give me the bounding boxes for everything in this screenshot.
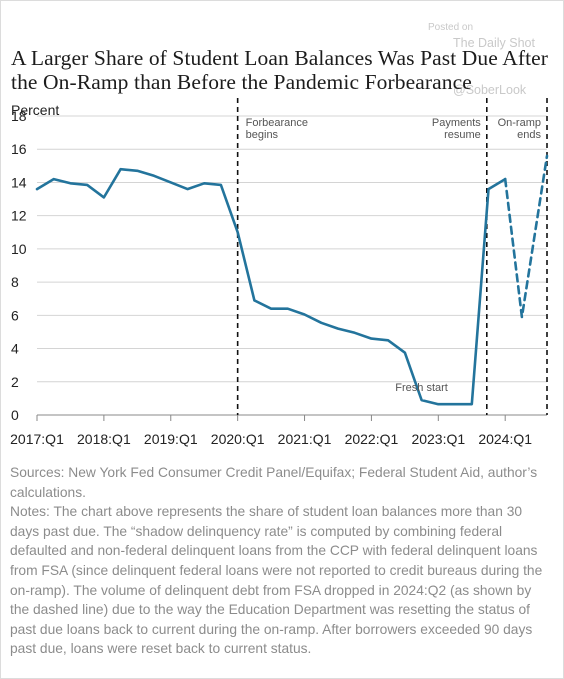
event-label: ends xyxy=(517,129,541,141)
y-tick-label: 6 xyxy=(11,307,19,323)
notes-text: Notes: The chart above represents the sh… xyxy=(10,504,543,657)
y-tick-label: 0 xyxy=(11,407,19,423)
y-tick-label: 18 xyxy=(11,108,27,124)
event-label: begins xyxy=(246,129,279,141)
event-label: Payments xyxy=(432,117,481,129)
event-label: On-ramp xyxy=(498,117,541,129)
x-tick-label: 2022:Q1 xyxy=(345,431,399,447)
x-tick-label: 2017:Q1 xyxy=(10,431,64,447)
series-line xyxy=(35,167,507,406)
y-tick-label: 12 xyxy=(11,208,27,224)
chart-title: A Larger Share of Student Loan Balances … xyxy=(11,46,549,94)
watermark-site: The Daily Shot xyxy=(453,36,535,50)
annotation-label: Fresh start xyxy=(395,382,448,394)
y-tick-label: 14 xyxy=(11,174,27,190)
event-label: resume xyxy=(444,129,481,141)
chart-notes: Sources: New York Fed Consumer Credit Pa… xyxy=(10,463,550,659)
x-tick-label: 2020:Q1 xyxy=(211,431,265,447)
y-tick-label: 4 xyxy=(11,341,19,357)
watermark-handle: @SoberLook xyxy=(453,83,527,97)
y-tick-label: 16 xyxy=(11,141,27,157)
x-tick-label: 2021:Q1 xyxy=(278,431,332,447)
watermark-posted: Posted on xyxy=(428,22,474,33)
x-tick-label: 2019:Q1 xyxy=(144,431,198,447)
x-tick-label: 2018:Q1 xyxy=(77,431,131,447)
x-tick-label: 2024:Q1 xyxy=(478,431,532,447)
event-label: Forbearance xyxy=(246,117,308,129)
y-tick-label: 8 xyxy=(11,274,19,290)
y-tick-label: 10 xyxy=(11,241,27,257)
series-line-dashed xyxy=(503,154,549,319)
y-axis-label: Percent xyxy=(11,102,59,118)
x-tick-label: 2023:Q1 xyxy=(411,431,465,447)
sources-text: Sources: New York Fed Consumer Credit Pa… xyxy=(10,465,538,500)
y-tick-label: 2 xyxy=(11,374,19,390)
